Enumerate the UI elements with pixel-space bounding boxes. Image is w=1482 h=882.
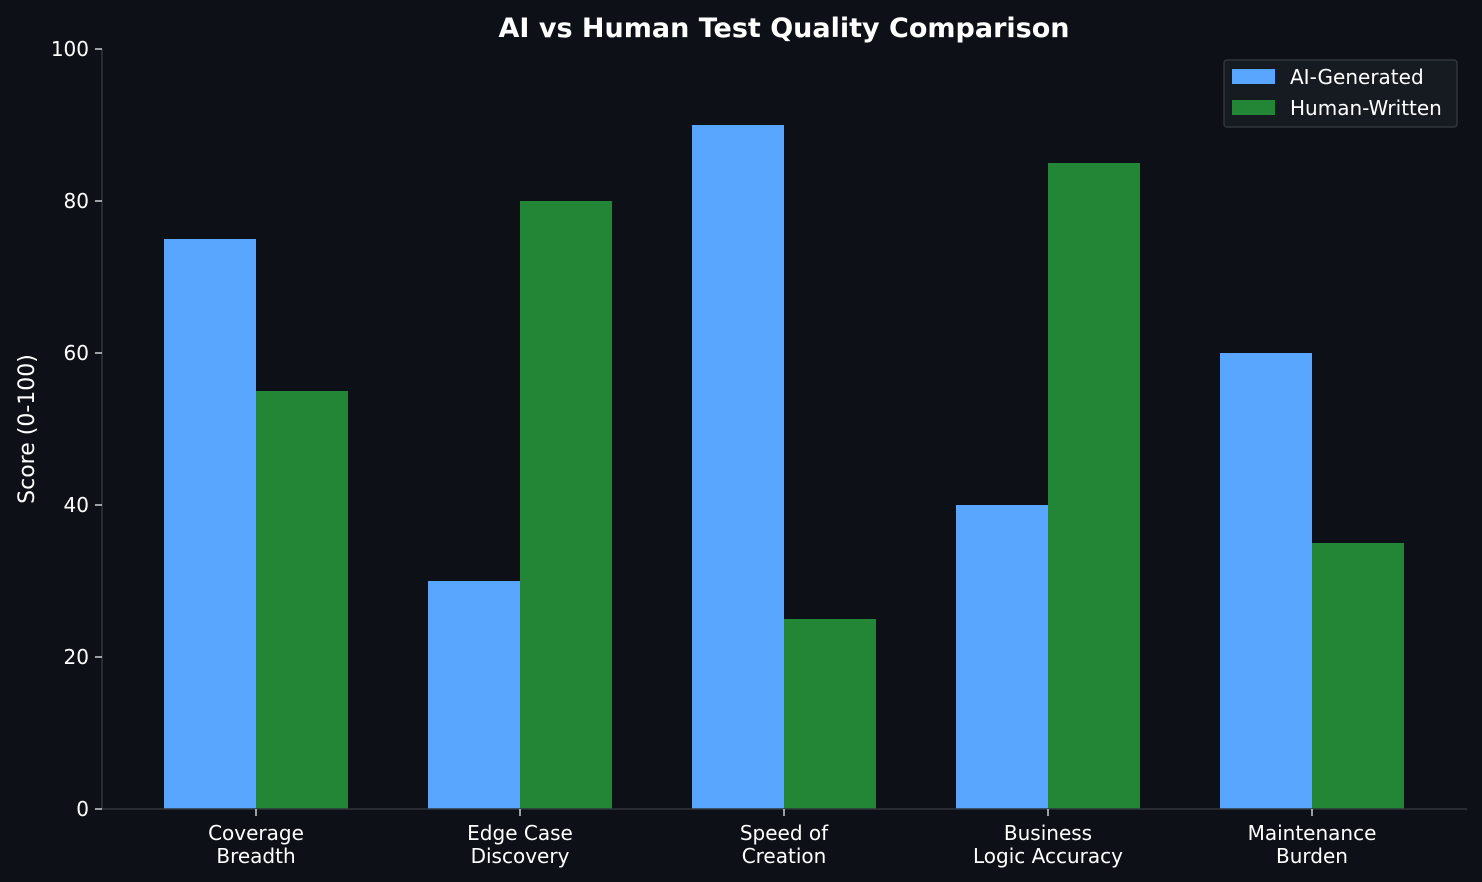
legend-label-ai-generated: AI-Generated: [1290, 65, 1424, 89]
bar-ai-generated-business-logic-accuracy: [956, 505, 1048, 809]
bar-human-written-maintenance-burden: [1312, 543, 1404, 809]
legend-box: [1223, 59, 1458, 128]
y-ticks-group: 0 20 40 60 80 100: [51, 37, 102, 821]
bar-human-written-speed-of-creation: [784, 619, 876, 809]
y-tick-label-0: 0: [76, 797, 89, 821]
y-tick-label-40: 40: [64, 493, 89, 517]
bar-ai-generated-edge-case-discovery: [428, 581, 520, 809]
y-tick-label-100: 100: [51, 37, 89, 61]
x-tick-label-coverage-breadth: Coverage Breadth: [208, 821, 304, 868]
legend: AI-Generated Human-Written: [1223, 59, 1458, 128]
bars-group: [164, 125, 1404, 809]
x-tick-label-maintenance-burden: Maintenance Burden: [1248, 821, 1377, 868]
x-tick-label-edge-case-discovery: Edge Case Discovery: [467, 821, 573, 868]
bar-human-written-edge-case-discovery: [520, 201, 612, 809]
chart-title: AI vs Human Test Quality Comparison: [499, 13, 1070, 44]
x-tick-label-business-logic-accuracy: Business Logic Accuracy: [973, 821, 1123, 868]
x-ticks-group: Coverage Breadth Edge Case Discovery Speed o…: [208, 809, 1376, 868]
x-tick-label-speed-of-creation: Speed of Creation: [740, 821, 829, 868]
y-axis-label: Score (0-100): [15, 354, 40, 504]
legend-swatch-human-written: [1232, 100, 1275, 115]
bar-ai-generated-speed-of-creation: [692, 125, 784, 809]
bar-human-written-business-logic-accuracy: [1048, 163, 1140, 809]
legend-label-human-written: Human-Written: [1290, 96, 1442, 120]
legend-swatch-ai-generated: [1232, 69, 1275, 84]
bar-ai-generated-maintenance-burden: [1220, 353, 1312, 809]
y-tick-label-20: 20: [64, 645, 89, 669]
y-tick-label-80: 80: [64, 189, 89, 213]
bar-ai-generated-coverage-breadth: [164, 239, 256, 809]
bar-human-written-coverage-breadth: [256, 391, 348, 809]
y-tick-label-60: 60: [64, 341, 89, 365]
